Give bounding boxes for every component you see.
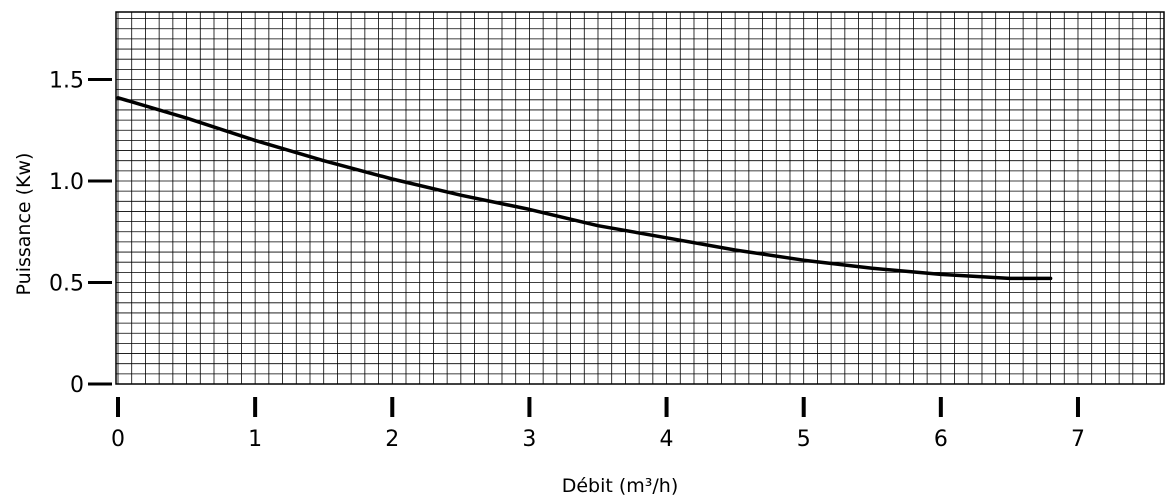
series-layer (116, 96, 1053, 281)
x-tick-label: 0 (111, 427, 125, 452)
y-axis-title: Puissance (Kw) (13, 153, 35, 296)
plot-frame (115, 11, 1165, 385)
x-tick-label: 2 (385, 427, 399, 452)
x-tick-label: 6 (934, 427, 948, 452)
y-tick-label: 0.5 (49, 272, 84, 297)
x-tick-label: 1 (248, 427, 262, 452)
y-tick-label: 0 (70, 373, 84, 398)
y-axis: 0 0.5 1.0 1.5 (49, 69, 112, 398)
x-tick-label: 7 (1071, 427, 1085, 452)
y-tick-label: 1.0 (49, 170, 84, 195)
series-line (116, 96, 1053, 281)
x-axis-title: Débit (m³/h) (562, 475, 679, 497)
x-axis: 0 1 2 3 4 5 6 7 (111, 397, 1085, 452)
chart-grid (116, 12, 1164, 385)
x-tick-label: 3 (522, 427, 536, 452)
y-tick-label: 1.5 (49, 69, 84, 94)
x-tick-label: 4 (660, 427, 674, 452)
x-tick-label: 5 (797, 427, 811, 452)
